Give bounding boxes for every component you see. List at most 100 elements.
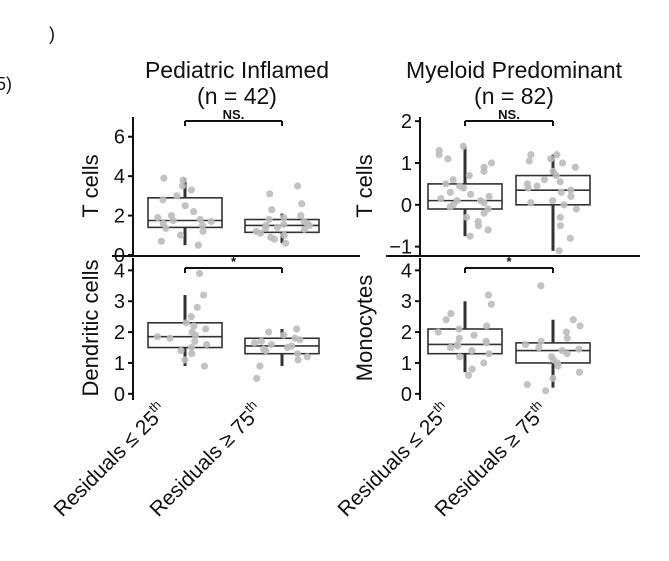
data-point bbox=[556, 213, 564, 221]
data-point bbox=[468, 347, 476, 355]
data-point bbox=[464, 371, 473, 379]
data-point bbox=[187, 313, 195, 321]
data-point bbox=[527, 199, 535, 207]
cropped-fragment-top: ) bbox=[49, 24, 55, 44]
data-point bbox=[558, 347, 566, 355]
data-point bbox=[449, 176, 457, 184]
data-point bbox=[253, 374, 261, 382]
data-point bbox=[181, 356, 189, 364]
data-point bbox=[444, 155, 452, 163]
data-point bbox=[482, 337, 490, 345]
panel-2-ylabel: T cells bbox=[352, 154, 377, 217]
data-point bbox=[484, 291, 493, 299]
data-point bbox=[193, 303, 201, 311]
data-point bbox=[557, 188, 565, 196]
data-point bbox=[527, 151, 535, 159]
panel-1-ylabel: T cells bbox=[78, 154, 103, 217]
y-tick-label: 2 bbox=[114, 206, 125, 228]
data-point bbox=[470, 331, 478, 339]
data-point bbox=[459, 142, 467, 150]
data-point bbox=[202, 325, 210, 333]
data-point bbox=[435, 146, 443, 155]
data-point bbox=[288, 342, 296, 350]
data-point bbox=[549, 374, 557, 382]
data-point bbox=[575, 345, 583, 353]
data-point bbox=[477, 197, 485, 205]
data-point bbox=[480, 359, 488, 367]
data-point bbox=[267, 340, 275, 349]
y-tick-label: 4 bbox=[401, 260, 412, 282]
data-point bbox=[483, 322, 491, 330]
data-point bbox=[257, 337, 265, 345]
data-point bbox=[260, 345, 268, 353]
data-point bbox=[300, 225, 309, 233]
data-point bbox=[553, 151, 561, 159]
data-point bbox=[177, 347, 185, 355]
data-point bbox=[200, 362, 209, 370]
data-point bbox=[294, 182, 302, 190]
xlabel-main: Residuals ≥ 75 bbox=[430, 407, 544, 521]
data-point bbox=[442, 180, 450, 188]
data-point bbox=[298, 200, 306, 208]
data-point bbox=[484, 205, 492, 213]
y-tick-label: 6 bbox=[114, 127, 125, 149]
data-point bbox=[455, 334, 463, 342]
y-tick-label: 4 bbox=[114, 166, 125, 188]
data-point bbox=[456, 182, 464, 190]
data-point bbox=[555, 247, 563, 255]
y-tick-label: 3 bbox=[401, 291, 412, 313]
data-point bbox=[303, 353, 311, 361]
y-tick-label: −1 bbox=[389, 237, 412, 259]
data-point bbox=[160, 174, 168, 182]
data-point bbox=[190, 322, 198, 330]
right-column-subtitle: (n = 82) bbox=[474, 83, 554, 109]
data-point bbox=[453, 340, 462, 349]
data-point bbox=[523, 380, 531, 389]
data-point bbox=[571, 163, 579, 171]
significance-label: * bbox=[231, 254, 237, 269]
y-tick-label: 2 bbox=[401, 111, 412, 133]
panel-pediatric-dendritic: 0 1 2 3 4 * bbox=[114, 254, 320, 406]
data-point bbox=[525, 157, 533, 165]
y-tick-label: 4 bbox=[114, 260, 125, 282]
cropped-fragment-label: 5) bbox=[0, 74, 12, 94]
panel-4-xlabel-high: Residuals ≥ 75th bbox=[428, 397, 552, 521]
y-tick-label: 2 bbox=[114, 322, 125, 344]
data-point bbox=[575, 368, 584, 376]
data-point bbox=[195, 269, 204, 278]
data-point bbox=[487, 159, 496, 167]
data-point bbox=[280, 231, 288, 239]
data-point bbox=[467, 190, 475, 198]
data-point bbox=[466, 232, 474, 240]
data-point bbox=[293, 350, 302, 358]
data-point bbox=[576, 322, 584, 330]
data-point bbox=[437, 194, 445, 203]
data-point bbox=[556, 222, 564, 230]
data-point bbox=[485, 350, 493, 358]
data-point bbox=[167, 211, 176, 220]
data-point bbox=[567, 192, 575, 201]
data-point bbox=[480, 163, 488, 171]
data-point bbox=[159, 196, 167, 204]
data-point bbox=[190, 208, 198, 216]
data-point bbox=[537, 282, 545, 290]
data-point bbox=[176, 231, 185, 239]
data-point bbox=[294, 356, 302, 364]
panel-myeloid-tcells: −1 0 1 2 NS. bbox=[389, 107, 591, 259]
data-point bbox=[188, 328, 196, 336]
data-point bbox=[159, 219, 167, 228]
data-point bbox=[566, 234, 574, 242]
data-point bbox=[549, 197, 557, 205]
data-point bbox=[154, 213, 162, 222]
data-point bbox=[178, 182, 187, 190]
data-point bbox=[559, 159, 567, 167]
significance-label: NS. bbox=[498, 107, 520, 122]
data-point bbox=[291, 334, 299, 342]
data-point bbox=[273, 223, 281, 231]
data-point bbox=[267, 233, 275, 241]
significance-label: * bbox=[506, 254, 512, 269]
data-point bbox=[542, 387, 550, 395]
data-point bbox=[262, 221, 270, 230]
data-point bbox=[562, 328, 570, 336]
